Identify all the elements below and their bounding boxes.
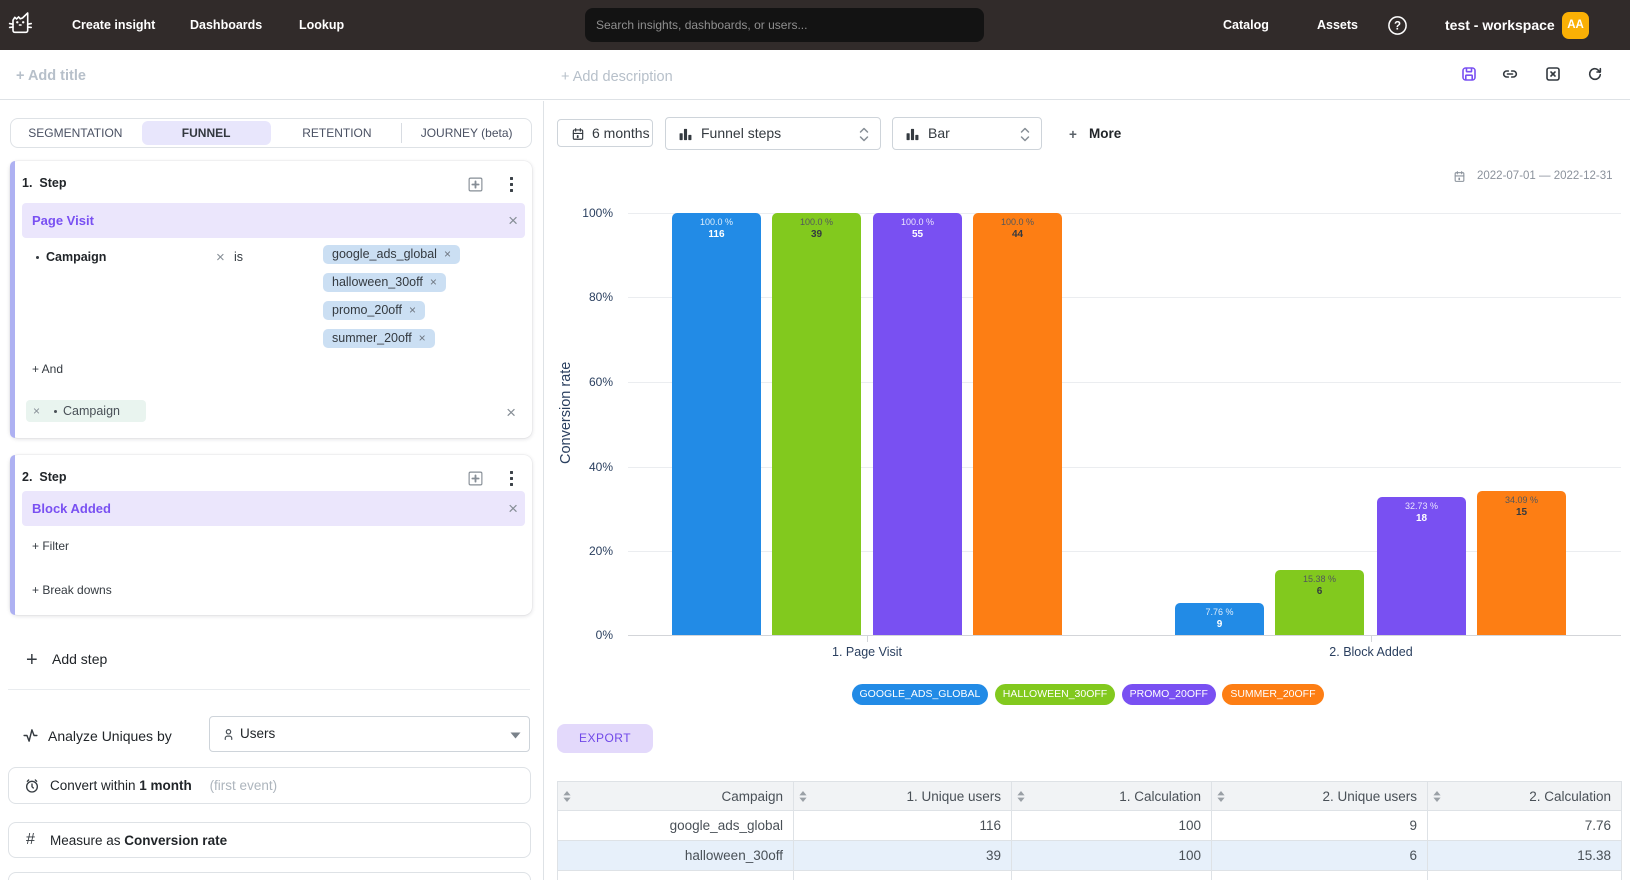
- svg-text:?: ?: [1394, 21, 1401, 33]
